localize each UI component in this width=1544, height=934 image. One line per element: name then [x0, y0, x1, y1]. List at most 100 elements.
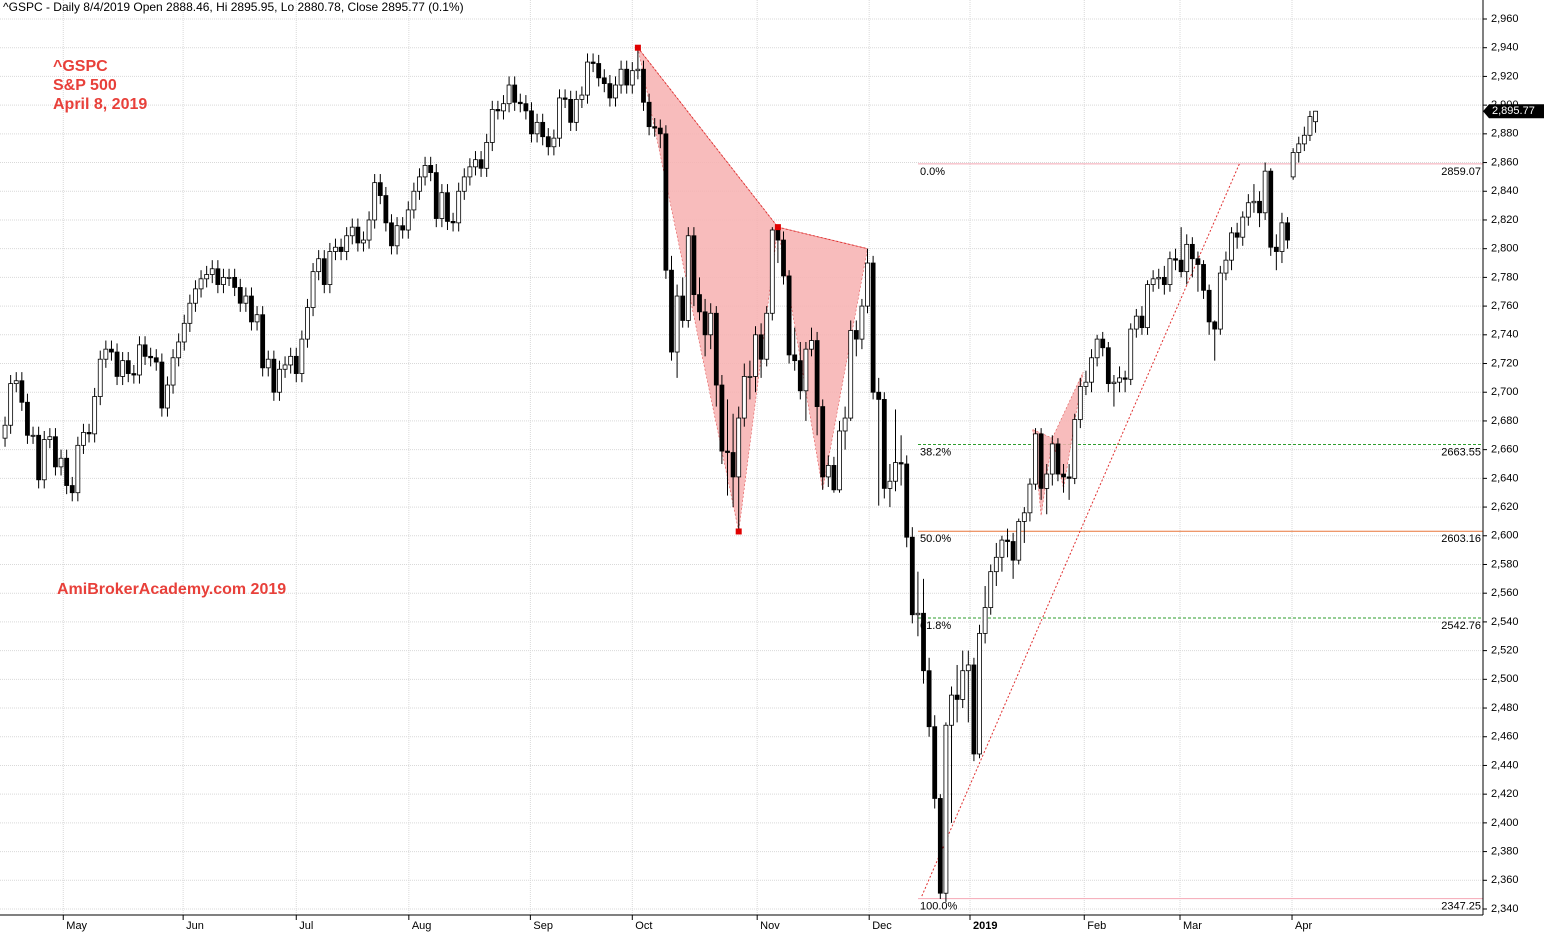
y-tick-label: 2,580	[1491, 558, 1519, 570]
candle-body	[433, 172, 439, 219]
y-tick-label: 2,380	[1491, 845, 1519, 857]
candle-body	[193, 288, 198, 304]
y-tick-label: 2,460	[1491, 731, 1519, 743]
candle-body	[1044, 473, 1050, 489]
candle-body	[669, 269, 674, 353]
candle-body	[1033, 433, 1038, 485]
candle-body	[937, 798, 943, 894]
candle-body	[1016, 521, 1022, 561]
y-tick-label: 2,640	[1491, 472, 1519, 484]
x-tick-label: 2019	[973, 920, 997, 932]
candle-body	[893, 462, 898, 482]
candle-body	[573, 98, 579, 123]
x-tick-label: Apr	[1295, 920, 1312, 932]
candle-body	[181, 322, 187, 343]
y-tick-label: 2,440	[1491, 759, 1519, 771]
candle-body	[109, 348, 114, 353]
candle-body	[400, 225, 406, 231]
candle-body	[954, 694, 960, 700]
candle-body	[489, 109, 495, 143]
candle-body	[372, 182, 378, 221]
fib-label: 0.0%	[920, 166, 945, 178]
candle-body	[243, 295, 249, 304]
candle-body	[613, 84, 618, 99]
candle-body	[943, 724, 949, 894]
candle-body	[53, 436, 58, 468]
candle-body	[1111, 381, 1117, 385]
candle-body	[394, 225, 400, 247]
candle-body	[103, 348, 109, 360]
candle-body	[926, 670, 932, 728]
candle-body	[641, 68, 646, 103]
candle-body	[719, 384, 725, 452]
candle-body	[69, 485, 75, 494]
candle-body	[282, 364, 288, 370]
candle-body	[484, 142, 490, 169]
candle-body	[305, 307, 310, 340]
candle-body	[1094, 338, 1100, 359]
candle-body	[411, 190, 417, 211]
candle-body	[1279, 222, 1285, 252]
candle-body	[932, 726, 938, 799]
candle-body	[1178, 259, 1184, 273]
candle-body	[265, 358, 271, 369]
candle-body	[764, 312, 770, 360]
x-tick-label: Dec	[872, 920, 892, 932]
candle-body	[971, 664, 977, 755]
candle-body	[389, 222, 394, 247]
candle-body	[652, 126, 658, 129]
y-tick-label: 2,620	[1491, 501, 1519, 513]
fib-label: 100.0%	[920, 900, 958, 912]
candle-body	[260, 314, 266, 369]
candle-body	[1251, 200, 1257, 204]
x-tick-label: Oct	[635, 920, 652, 932]
candle-body	[461, 176, 467, 192]
candle-body	[1223, 259, 1229, 274]
candle-body	[209, 268, 215, 275]
chart-title: ^GSPC - Daily 8/4/2019 Open 2888.46, Hi …	[3, 0, 464, 14]
candle-body	[1105, 347, 1111, 385]
y-tick-label: 2,520	[1491, 645, 1519, 657]
candle-body	[887, 480, 893, 489]
x-tick-label: Jul	[299, 920, 313, 932]
candle-body	[19, 380, 25, 403]
candle-body	[853, 330, 859, 340]
candle-body	[797, 360, 803, 392]
candle-body	[562, 97, 568, 100]
candle-body	[1145, 284, 1150, 329]
candle-body	[557, 97, 562, 139]
candle-body	[1010, 541, 1016, 561]
candle-body	[691, 235, 697, 296]
candle-body	[377, 182, 383, 196]
fib-label: 61.8%	[920, 620, 951, 632]
candle-body	[125, 360, 131, 374]
y-tick-label: 2,840	[1491, 185, 1519, 197]
candle-body	[1290, 152, 1296, 178]
candle-body	[741, 376, 747, 419]
grid	[0, 0, 1483, 915]
candle-body	[288, 355, 294, 366]
candle-body	[25, 401, 30, 436]
candle-body	[1021, 512, 1027, 522]
candle-body	[708, 312, 714, 336]
y-tick-label: 2,740	[1491, 329, 1519, 341]
candle-body	[596, 63, 602, 79]
candle-body	[1195, 258, 1201, 265]
candle-body	[1201, 264, 1206, 291]
candle-body	[1100, 338, 1106, 349]
candle-body	[64, 457, 70, 486]
candle-body	[825, 465, 831, 478]
candle-body	[775, 229, 781, 241]
candle-body	[456, 190, 462, 224]
fib-value-label: 2663.55	[1441, 446, 1481, 458]
candle-body	[1038, 433, 1044, 489]
candle-body	[529, 110, 534, 135]
candle-body	[361, 239, 366, 244]
candle-body	[904, 463, 910, 538]
candle-body	[1061, 473, 1066, 478]
pattern-line	[637, 47, 779, 228]
candle-body	[131, 373, 137, 376]
candle-body	[809, 340, 814, 350]
candle-body	[58, 457, 64, 468]
